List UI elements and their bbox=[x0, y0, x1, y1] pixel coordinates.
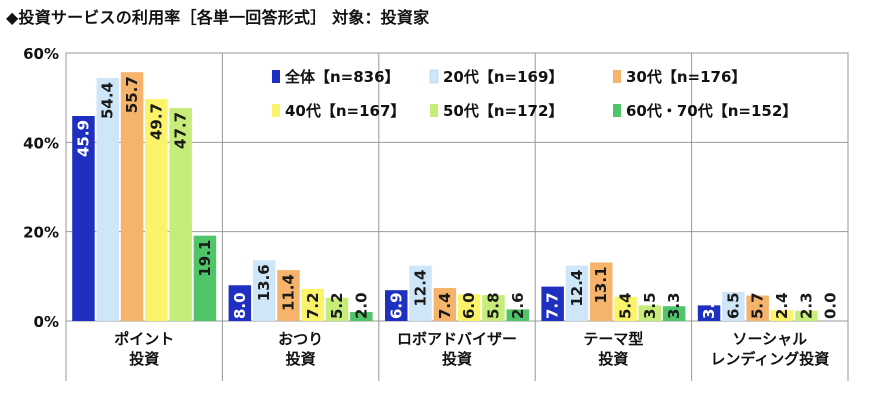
bar bbox=[193, 235, 217, 321]
y-tick-label: 60% bbox=[23, 45, 59, 63]
data-label: 19.1 bbox=[196, 240, 214, 277]
x-tick-label: 投資 bbox=[598, 350, 628, 368]
bar bbox=[746, 295, 769, 321]
legend-label: 60代・70代【n=152】 bbox=[626, 102, 797, 120]
bar bbox=[590, 262, 613, 321]
bar bbox=[350, 312, 373, 321]
data-label: 3.5 bbox=[641, 292, 659, 319]
data-label: 12.4 bbox=[568, 270, 586, 307]
legend-swatch bbox=[429, 69, 439, 84]
legend-swatch bbox=[430, 104, 438, 117]
data-label: 47.7 bbox=[172, 112, 190, 149]
data-label: 2.6 bbox=[509, 292, 527, 319]
data-label: 7.7 bbox=[544, 292, 562, 319]
x-tick-label: テーマ型 bbox=[583, 330, 643, 348]
bar bbox=[96, 78, 119, 321]
data-label: 5.2 bbox=[328, 292, 346, 319]
y-tick-label: 40% bbox=[23, 134, 59, 152]
bar bbox=[252, 260, 276, 321]
x-tick-label: ポイント bbox=[114, 330, 174, 348]
bar bbox=[228, 285, 252, 321]
bar bbox=[662, 306, 686, 321]
x-tick-label: 投資 bbox=[442, 350, 472, 368]
data-label: 2.3 bbox=[797, 292, 815, 319]
bar bbox=[409, 265, 432, 321]
legend-swatch bbox=[272, 70, 280, 83]
data-label: 0.0 bbox=[822, 292, 840, 319]
y-tick-label: 20% bbox=[23, 224, 59, 242]
data-label: 2.4 bbox=[773, 292, 791, 319]
bar bbox=[301, 288, 324, 321]
bar bbox=[697, 305, 721, 321]
y-tick-label: 0% bbox=[34, 313, 59, 331]
data-label: 6.0 bbox=[460, 292, 478, 319]
bar bbox=[72, 115, 95, 321]
data-label: 6.5 bbox=[724, 292, 742, 319]
bar bbox=[169, 107, 192, 321]
x-tick-label: レンディング投資 bbox=[710, 350, 829, 368]
bar bbox=[506, 309, 529, 321]
legend-label: 全体【n=836】 bbox=[284, 68, 400, 86]
bar bbox=[120, 72, 144, 321]
data-label: 7.2 bbox=[304, 292, 322, 319]
bar bbox=[457, 294, 481, 321]
bar bbox=[638, 305, 662, 321]
data-label: 2.0 bbox=[352, 292, 370, 319]
legend-label: 40代【n=167】 bbox=[285, 102, 405, 120]
data-label: 49.7 bbox=[147, 103, 165, 140]
bar bbox=[565, 265, 589, 321]
bar bbox=[722, 291, 745, 321]
legend-label: 20代【n=169】 bbox=[443, 68, 563, 86]
bar bbox=[433, 287, 457, 321]
data-label: 7.4 bbox=[436, 292, 454, 319]
data-label: 55.7 bbox=[123, 76, 141, 113]
bar bbox=[482, 295, 505, 321]
legend-label: 30代【n=176】 bbox=[626, 68, 746, 86]
data-label: 13.6 bbox=[255, 264, 273, 301]
bar bbox=[277, 270, 300, 321]
data-label: 12.4 bbox=[412, 270, 430, 307]
bar bbox=[541, 286, 564, 321]
data-label: 54.4 bbox=[99, 82, 117, 119]
data-label: 3.3 bbox=[665, 292, 683, 319]
data-label: 6.9 bbox=[387, 292, 405, 319]
legend-label: 50代【n=172】 bbox=[443, 102, 563, 120]
bar bbox=[385, 290, 408, 321]
bar bbox=[770, 310, 794, 321]
legend-swatch bbox=[613, 104, 621, 117]
chart-title: ◆投資サービスの利用率［各単一回答形式］ 対象：投資家 bbox=[6, 8, 430, 27]
bar bbox=[614, 296, 637, 321]
legend-swatch bbox=[613, 70, 621, 83]
data-label: 8.0 bbox=[231, 292, 249, 319]
data-label: 13.1 bbox=[592, 266, 610, 303]
data-label: 5.8 bbox=[484, 292, 502, 319]
legend-swatch bbox=[272, 104, 280, 117]
data-label: 5.4 bbox=[617, 292, 635, 319]
bar bbox=[145, 99, 168, 321]
x-tick-label: ソーシャル bbox=[732, 330, 807, 348]
data-label: 3.5 bbox=[700, 292, 718, 319]
x-tick-label: 投資 bbox=[286, 350, 316, 368]
data-label: 45.9 bbox=[74, 120, 92, 157]
x-tick-label: 投資 bbox=[129, 350, 159, 368]
x-tick-label: おつり bbox=[278, 330, 323, 348]
data-label: 5.7 bbox=[749, 292, 767, 319]
bar bbox=[325, 297, 349, 321]
data-label: 11.4 bbox=[279, 274, 297, 311]
x-tick-label: ロボアドバイザー bbox=[397, 330, 517, 348]
bar bbox=[795, 310, 818, 321]
